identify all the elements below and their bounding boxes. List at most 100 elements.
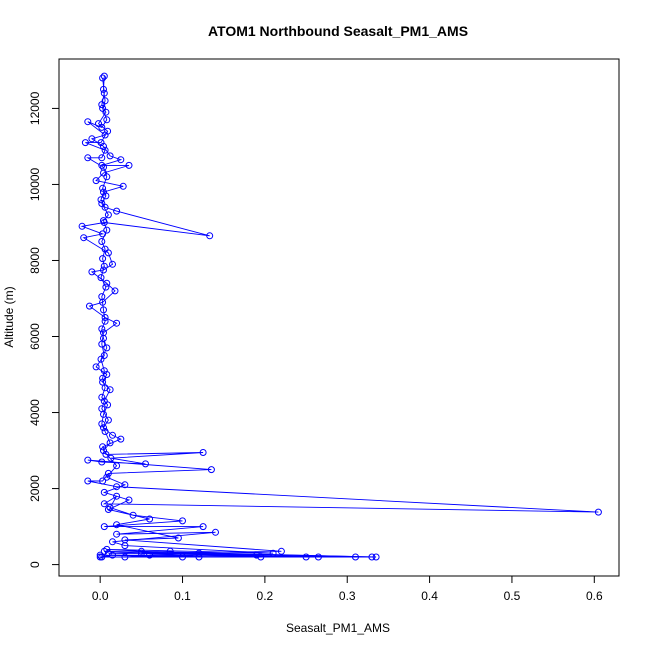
data-point xyxy=(101,384,109,392)
data-point xyxy=(121,536,129,544)
data-point xyxy=(99,443,107,451)
data-point xyxy=(125,496,133,504)
data-point xyxy=(121,553,129,561)
data-point xyxy=(95,120,102,128)
data-point xyxy=(99,374,107,382)
data-point xyxy=(98,325,106,333)
data-point xyxy=(100,523,108,531)
data-point xyxy=(137,549,145,557)
y-tick-label: 12000 xyxy=(28,91,42,125)
data-point xyxy=(109,431,116,439)
data-point xyxy=(121,481,129,489)
data-point xyxy=(129,511,137,519)
data-point xyxy=(98,200,106,207)
data-point xyxy=(113,492,121,500)
data-point xyxy=(84,154,92,162)
y-tick-label: 10000 xyxy=(28,167,42,201)
data-point xyxy=(100,262,108,270)
data-point xyxy=(117,156,125,164)
data-point xyxy=(104,127,112,135)
data-point xyxy=(99,255,107,263)
data-point xyxy=(92,177,100,185)
data-point xyxy=(199,449,207,456)
data-point xyxy=(212,528,219,536)
data-point xyxy=(199,523,207,531)
data-point xyxy=(99,477,107,485)
data-point xyxy=(179,517,186,525)
data-point xyxy=(100,72,108,80)
data-point xyxy=(277,547,285,555)
data-point xyxy=(100,424,107,432)
data-point xyxy=(101,317,109,325)
data-point xyxy=(98,101,106,109)
data-point xyxy=(98,154,106,162)
data-point xyxy=(137,547,145,555)
data-point xyxy=(97,274,105,282)
x-tick-label: 0.1 xyxy=(174,589,191,603)
data-point xyxy=(125,161,133,169)
data-point xyxy=(111,287,119,295)
data-point xyxy=(113,521,121,529)
x-tick-label: 0.3 xyxy=(339,589,356,603)
data-point xyxy=(142,460,149,468)
data-point xyxy=(80,234,88,242)
data-point xyxy=(84,456,92,464)
y-tick-label: 6000 xyxy=(28,323,42,350)
data-point xyxy=(103,116,111,124)
data-point xyxy=(102,450,110,458)
data-point xyxy=(102,108,110,116)
x-tick-label: 0.6 xyxy=(586,589,603,603)
x-tick-label: 0.2 xyxy=(257,589,274,603)
data-point xyxy=(92,363,100,371)
data-point xyxy=(98,553,106,561)
data-point xyxy=(100,447,107,455)
data-point xyxy=(96,551,104,559)
data-point xyxy=(106,152,114,160)
data-point xyxy=(179,553,186,561)
data-point xyxy=(103,226,111,234)
data-point xyxy=(98,420,106,428)
y-axis: 0 2000 4000 6000 8000 10000 12000 xyxy=(28,91,60,568)
data-point xyxy=(86,302,93,310)
data-point xyxy=(88,268,96,276)
y-tick-label: 2000 xyxy=(28,475,42,502)
data-point xyxy=(100,163,107,171)
data-point xyxy=(104,401,112,409)
data-point xyxy=(103,344,111,352)
data-point xyxy=(100,547,108,555)
data-point xyxy=(103,173,111,181)
data-point xyxy=(113,319,121,327)
data-point xyxy=(109,260,116,268)
data-point xyxy=(98,293,106,301)
data-point xyxy=(100,266,107,274)
data-point xyxy=(113,462,121,470)
x-axis-label: Seasalt_PM1_AMS xyxy=(286,621,390,635)
data-point xyxy=(97,139,105,147)
data-point xyxy=(101,428,109,435)
data-point xyxy=(101,146,109,154)
data-point xyxy=(104,549,112,557)
data-point xyxy=(104,469,112,477)
data-point xyxy=(117,435,125,443)
data-point xyxy=(146,515,154,523)
data-point xyxy=(109,538,116,546)
x-tick-label: 0.4 xyxy=(421,589,438,603)
data-point xyxy=(100,488,108,496)
data-point xyxy=(372,553,380,561)
data-point xyxy=(84,118,92,126)
data-point xyxy=(104,506,112,513)
data-point xyxy=(100,334,107,342)
data-point xyxy=(113,530,121,538)
data-point xyxy=(207,466,215,474)
data-point xyxy=(101,245,109,253)
data-point xyxy=(106,439,114,447)
data-point xyxy=(100,217,107,225)
data-point xyxy=(98,161,106,169)
data-point xyxy=(84,477,92,485)
data-point xyxy=(88,135,96,143)
data-point xyxy=(100,306,107,314)
y-tick-label: 0 xyxy=(28,561,42,568)
data-point xyxy=(98,458,106,466)
